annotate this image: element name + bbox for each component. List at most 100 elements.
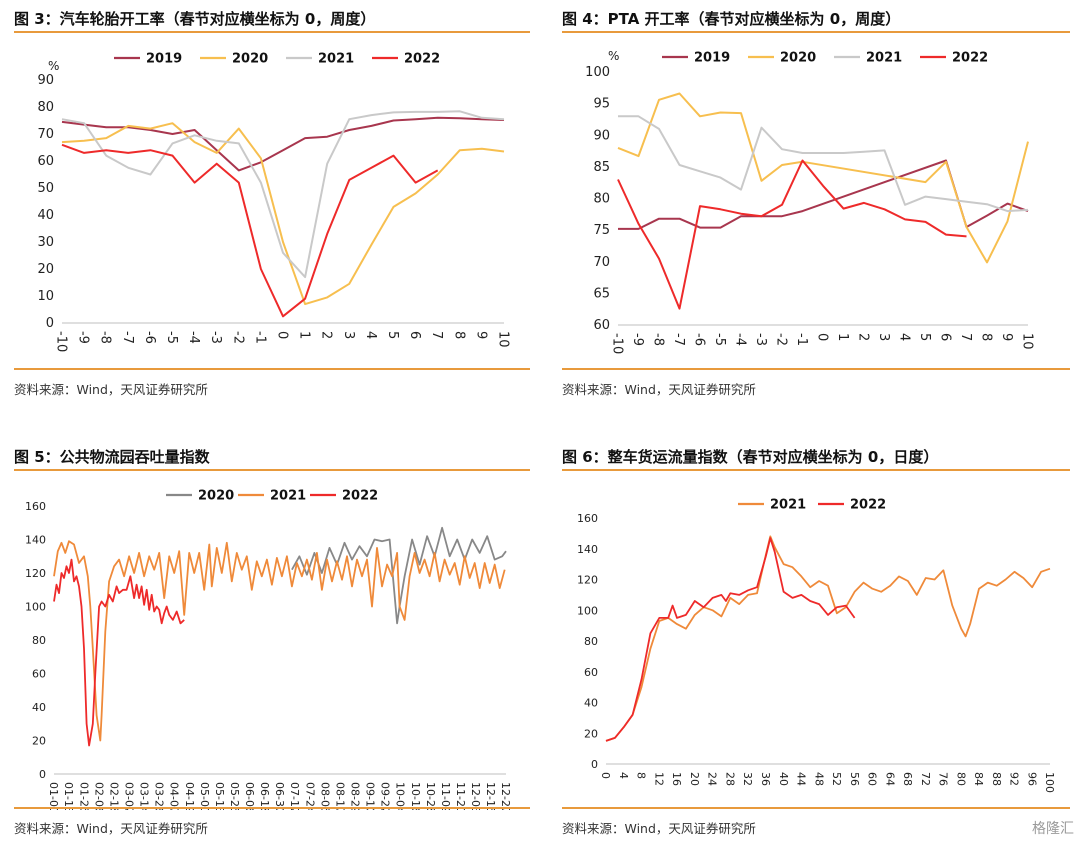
y-tick-label: 40 [32,701,46,714]
x-tick-label: 02-06 [92,782,105,810]
x-tick-label: 1 [835,333,850,341]
y-tick-label: 20 [32,735,46,748]
x-tick-label: 08-05 [318,782,331,810]
x-tick-label: -3 [208,331,223,344]
y-tick-label: 100 [585,65,610,80]
x-tick-label: 10-28 [424,782,437,810]
x-tick-label: 84 [972,772,985,786]
y-tick-label: 80 [32,634,46,647]
y-tick-label: 95 [593,97,610,112]
x-tick-label: 7 [429,331,444,339]
x-tick-label: 07-12 [288,782,301,810]
x-tick-label: 12-03 [469,782,482,810]
x-tick-label: 01-01 [47,782,60,810]
y-tick-label: 70 [593,255,610,270]
x-tick-label: 10 [1019,333,1034,350]
unit-label: % [48,59,59,73]
x-tick-label: 8 [451,331,466,339]
title-rule [562,31,1070,33]
x-tick-label: 07-24 [303,782,316,810]
x-tick-label: 05-01 [198,782,211,810]
x-tick-label: 10-04 [394,782,407,810]
x-tick-label: -7 [671,333,686,346]
x-tick-label: 72 [919,772,932,786]
x-tick-label: 4 [617,772,630,779]
y-tick-label: 75 [593,223,610,238]
x-tick-label: -2 [230,331,245,344]
x-tick-label: -7 [120,331,135,344]
panel-fig3: 图 3：汽车轮胎开工率（春节对应横坐标为 0，周度） 0 10 20 30 40 50 60… [14,0,530,410]
y-tick-label: 0 [46,316,54,331]
x-tick-label: -9 [630,333,645,346]
x-tick-label: 76 [937,772,950,786]
series-line-2020 [617,92,1029,264]
x-tick-label: 06-18 [258,782,271,810]
x-tick-label: 0 [814,333,829,341]
panel-fig6: 图 6：整车货运流量指数（春节对应横坐标为 0，日度） 0 20 40 60 80 100… [562,440,1070,840]
x-tick-label: -6 [691,333,706,346]
x-tick-label: 1 [297,331,312,339]
x-tick-label: 2 [855,333,870,341]
x-tick-label: 32 [741,772,754,786]
source-note: 资料来源：Wind，天风证券研究所 [14,821,208,836]
series-line-2019 [61,116,505,172]
x-tick-label: 10-16 [409,782,422,810]
panel-fig4: 图 4：PTA 开工率（春节对应横坐标为 0，周度） 60 65 70 75 80 85 9… [562,0,1070,410]
x-tick-label: 02-18 [107,782,120,810]
series-line-2022 [53,558,185,747]
y-tick-label: 80 [37,100,54,115]
x-tick-label: 4 [363,331,378,339]
legend-label: 2020 [232,52,268,67]
x-tick-label: 12-15 [484,782,497,810]
x-tick-label: 3 [876,333,891,341]
x-tick-label: 4 [896,333,911,341]
x-tick-label: -4 [732,333,747,346]
x-tick-label: 03-26 [153,782,166,810]
x-tick-label: 03-14 [138,782,151,810]
x-tick-label: 01-13 [62,782,75,810]
x-tick-label: -2 [773,333,788,346]
x-tick-label: 08-17 [333,782,346,810]
footer-rule [562,807,1070,809]
y-tick-label: 0 [39,768,46,781]
x-tick-label: 92 [1008,772,1021,786]
series-line-2022 [617,159,967,310]
source-note: 资料来源：Wind，天风证券研究所 [562,382,756,397]
x-tick-label: 36 [759,772,772,786]
legend-label: 2021 [318,52,354,67]
y-tick-label: 80 [584,635,598,648]
x-tick-label: 64 [883,772,896,786]
x-tick-label: 0 [274,331,289,339]
y-tick-label: 20 [37,262,54,277]
series-line-2021 [61,110,505,279]
legend-label: 2022 [342,489,378,504]
y-tick-label: 85 [593,160,610,175]
x-tick-label: 5 [385,331,400,339]
x-tick-label: 12 [652,772,665,786]
x-tick-label: 06-30 [273,782,286,810]
x-tick-label: -10 [609,333,624,354]
watermark-logo: 格隆汇 [1032,821,1074,837]
x-tick-label: -9 [76,331,91,344]
x-tick-label: 80 [954,772,967,786]
x-tick-label: -8 [650,333,665,346]
x-tick-label: -4 [186,331,201,344]
x-tick-label: 48 [812,772,825,786]
x-tick-label: 16 [670,772,683,786]
y-tick-label: 120 [25,567,46,580]
x-tick-label: 6 [407,331,422,339]
unit-label: % [608,49,619,63]
x-tick-label: -10 [53,331,68,352]
x-tick-label: 06-06 [243,782,256,810]
y-tick-label: 100 [25,601,46,614]
x-tick-label: 09-22 [379,782,392,810]
legend-label: 2021 [270,489,306,504]
y-tick-label: 90 [37,73,54,88]
legend-label: 2022 [404,52,440,67]
y-tick-label: 60 [584,666,598,679]
chart-title: 图 5：公共物流园吞吐量指数 [14,448,210,466]
x-tick-label: 01-25 [77,782,90,810]
title-rule [562,469,1070,471]
x-tick-label: 0 [599,772,612,779]
